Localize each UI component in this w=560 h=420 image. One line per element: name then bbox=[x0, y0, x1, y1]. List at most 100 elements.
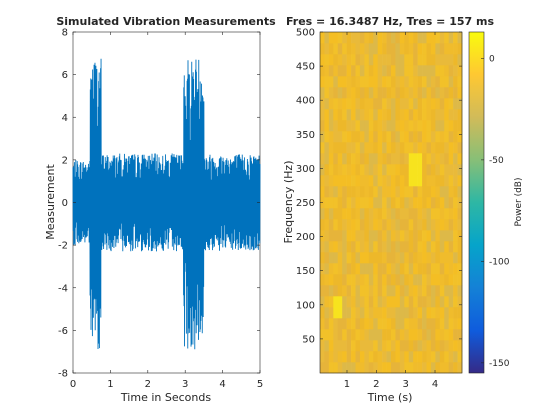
spectrogram-cell bbox=[382, 142, 387, 154]
spectrogram-cell bbox=[399, 153, 405, 165]
spectrogram-cell bbox=[364, 285, 370, 297]
spectrogram-cell bbox=[457, 153, 463, 165]
spectrogram-cell bbox=[435, 263, 441, 275]
spectrogram-cell bbox=[373, 329, 378, 341]
spectrogram-cell bbox=[377, 208, 383, 220]
left-y-tick-label: 8 bbox=[62, 28, 68, 39]
spectrogram-cell bbox=[399, 307, 405, 319]
spectrogram-cell bbox=[399, 87, 405, 99]
spectrogram-cell bbox=[435, 318, 441, 330]
spectrogram-cell bbox=[351, 318, 356, 330]
spectrogram-cell bbox=[399, 219, 405, 231]
spectrogram-cell bbox=[391, 307, 396, 319]
spectrogram-cell bbox=[320, 307, 325, 319]
spectrogram-cell bbox=[453, 32, 458, 44]
spectrogram-cell bbox=[430, 142, 436, 154]
spectrogram-cell bbox=[444, 362, 449, 374]
spectrogram-cell bbox=[435, 252, 441, 264]
spectrogram-cell bbox=[351, 197, 356, 209]
spectrogram-cell bbox=[457, 362, 463, 374]
spectrogram-cell bbox=[422, 329, 427, 341]
spectrogram-cell bbox=[368, 362, 374, 374]
spectrogram-cell bbox=[355, 98, 361, 110]
spectrogram-cell bbox=[399, 98, 405, 110]
spectrogram-cell bbox=[359, 263, 365, 275]
spectrogram-cell bbox=[435, 109, 441, 121]
spectrogram-cell bbox=[355, 175, 361, 187]
spectrogram-cell bbox=[328, 153, 334, 165]
spectrogram-cell bbox=[377, 351, 383, 363]
spectrogram-cell bbox=[453, 318, 458, 330]
spectrogram-cell bbox=[324, 296, 330, 308]
spectrogram-cell bbox=[457, 131, 463, 143]
spectrogram-cell bbox=[395, 197, 401, 209]
spectrogram-cell bbox=[382, 329, 387, 341]
spectrogram-cell bbox=[399, 285, 405, 297]
spectrogram-cell bbox=[444, 186, 449, 198]
spectrogram-cell bbox=[324, 131, 330, 143]
spectrogram-cell bbox=[355, 43, 361, 55]
spectrogram-cell bbox=[364, 142, 370, 154]
spectrogram-cell bbox=[320, 153, 325, 165]
spectrogram-cell bbox=[364, 340, 370, 352]
spectrogram-cell bbox=[395, 296, 401, 308]
spectrogram-cell bbox=[333, 318, 339, 330]
spectrogram-cell bbox=[320, 131, 325, 143]
spectrogram-cell bbox=[408, 76, 414, 88]
spectrogram-cell bbox=[377, 54, 383, 66]
spectrogram-cell bbox=[439, 186, 445, 198]
spectrogram-cell bbox=[324, 318, 330, 330]
spectrogram-cell bbox=[377, 175, 383, 187]
spectrogram-cell bbox=[426, 241, 432, 253]
spectrogram-cell bbox=[342, 65, 347, 77]
spectrogram-cell bbox=[439, 164, 445, 176]
spectrogram-cell bbox=[426, 263, 432, 275]
spectrogram-cell bbox=[359, 87, 365, 99]
spectrogram-cell bbox=[430, 65, 436, 77]
spectrogram-cell bbox=[337, 296, 343, 308]
spectrogram-cell bbox=[342, 54, 347, 66]
spectrogram-cell bbox=[337, 43, 343, 55]
spectrogram-cell bbox=[395, 175, 401, 187]
spectrogram-cell bbox=[328, 65, 334, 77]
spectrogram-cell bbox=[359, 32, 365, 44]
spectrogram-cell bbox=[320, 87, 325, 99]
spectrogram-cell bbox=[386, 186, 392, 198]
spectrogram-cell bbox=[342, 351, 347, 363]
spectrogram-cell bbox=[373, 120, 378, 132]
spectrogram-cell bbox=[359, 109, 365, 121]
spectrogram-cell bbox=[382, 230, 387, 242]
colorbar-tick-label: 0 bbox=[489, 54, 495, 64]
spectrogram-cell bbox=[395, 87, 401, 99]
spectrogram-cell bbox=[391, 230, 396, 242]
spectrogram-cell bbox=[382, 197, 387, 209]
spectrogram-cell bbox=[324, 208, 330, 220]
spectrogram-cell bbox=[359, 296, 365, 308]
spectrogram-cell bbox=[391, 252, 396, 264]
spectrogram-cell bbox=[404, 131, 410, 143]
right-x-tick-label: 1 bbox=[344, 379, 350, 390]
spectrogram-cell bbox=[320, 252, 325, 264]
spectrogram-cell bbox=[417, 43, 423, 55]
spectrogram-cell bbox=[453, 120, 458, 132]
spectrogram-cell bbox=[355, 329, 361, 341]
spectrogram-cell bbox=[328, 54, 334, 66]
spectrogram-cell bbox=[448, 153, 454, 165]
spectrogram-cell bbox=[359, 76, 365, 88]
spectrogram-cell bbox=[430, 131, 436, 143]
spectrogram-cell bbox=[444, 131, 449, 143]
spectrogram-cell bbox=[324, 362, 330, 374]
spectrogram-cell bbox=[359, 340, 365, 352]
spectrogram-cell bbox=[324, 351, 330, 363]
spectrogram-cell bbox=[359, 164, 365, 176]
spectrogram-cell bbox=[457, 241, 463, 253]
spectrogram-cell bbox=[430, 307, 436, 319]
spectrogram-cell bbox=[417, 186, 423, 198]
spectrogram-cell bbox=[404, 241, 410, 253]
spectrogram-cell bbox=[368, 230, 374, 242]
spectrogram-cell bbox=[333, 351, 339, 363]
spectrogram-cell bbox=[422, 164, 427, 176]
spectrogram-cell bbox=[430, 296, 436, 308]
spectrogram-cell bbox=[342, 252, 347, 264]
spectrogram-cell bbox=[435, 153, 441, 165]
